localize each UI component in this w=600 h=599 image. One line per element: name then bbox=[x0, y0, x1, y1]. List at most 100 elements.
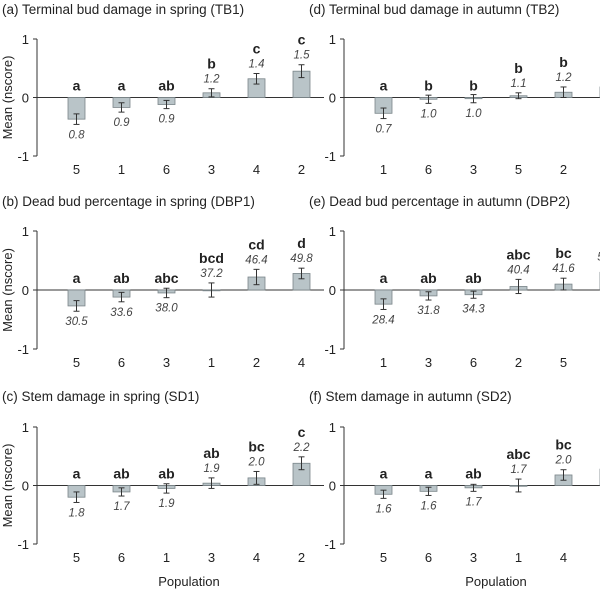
significance-letter: ab bbox=[465, 466, 481, 482]
raw-mean-label: 49.8 bbox=[290, 253, 313, 265]
significance-letter: a bbox=[425, 466, 433, 482]
x-tick-label: 6 bbox=[425, 162, 432, 177]
significance-letter: bc bbox=[248, 438, 265, 454]
significance-letter: a bbox=[73, 466, 81, 482]
raw-mean-label: 0.9 bbox=[114, 117, 131, 129]
raw-mean-label: 1.6 bbox=[376, 503, 393, 515]
raw-mean-label: 1.5 bbox=[294, 50, 311, 62]
y-tick-label: 1 bbox=[329, 32, 336, 47]
raw-mean-label: 1.0 bbox=[466, 108, 483, 120]
x-tick-label: 3 bbox=[470, 162, 477, 177]
significance-letter: ab bbox=[158, 78, 174, 94]
x-tick-label: 1 bbox=[380, 355, 387, 370]
raw-mean-label: 1.7 bbox=[114, 501, 131, 513]
y-tick-label: 0 bbox=[329, 479, 336, 494]
x-tick-label: 6 bbox=[163, 162, 170, 177]
y-tick-label: -1 bbox=[17, 342, 29, 357]
significance-letter: ab bbox=[158, 466, 174, 482]
y-tick-label: 0 bbox=[22, 283, 29, 298]
raw-mean-label: 1.9 bbox=[159, 498, 176, 510]
significance-letter: abc bbox=[154, 270, 178, 286]
significance-letter: ab bbox=[113, 270, 129, 286]
x-tick-label: 4 bbox=[560, 550, 567, 565]
y-tick-label: 0 bbox=[22, 479, 29, 494]
significance-letter: c bbox=[298, 32, 306, 48]
raw-mean-label: 31.8 bbox=[417, 305, 440, 317]
x-tick-label: 3 bbox=[470, 550, 477, 565]
y-tick-label: 1 bbox=[22, 224, 29, 239]
x-axis-label: Population bbox=[158, 574, 219, 589]
x-tick-label: 2 bbox=[298, 162, 305, 177]
significance-letter: ab bbox=[203, 445, 219, 461]
raw-mean-label: 1.1 bbox=[511, 78, 527, 90]
y-tick-label: -1 bbox=[324, 342, 336, 357]
x-tick-label: 6 bbox=[118, 550, 125, 565]
significance-letter: bc bbox=[555, 437, 572, 453]
x-tick-label: 5 bbox=[380, 550, 387, 565]
y-axis-label: Mean (nscore) bbox=[0, 444, 15, 528]
x-tick-label: 6 bbox=[425, 550, 432, 565]
panel-title: (c) Stem damage in spring (SD1) bbox=[2, 389, 199, 404]
significance-letter: abc bbox=[506, 446, 530, 462]
x-tick-label: 4 bbox=[253, 162, 260, 177]
x-axis-label: Population bbox=[465, 574, 526, 589]
x-tick-label: 3 bbox=[425, 355, 432, 370]
significance-letter: a bbox=[380, 78, 388, 94]
panel-title: (a) Terminal bud damage in spring (TB1) bbox=[2, 2, 244, 17]
x-tick-label: 4 bbox=[253, 550, 260, 565]
raw-mean-label: 41.6 bbox=[552, 263, 575, 275]
raw-mean-label: 1.0 bbox=[421, 108, 438, 120]
raw-mean-label: 0.7 bbox=[376, 124, 393, 136]
x-tick-label: 1 bbox=[118, 162, 125, 177]
raw-mean-label: 37.2 bbox=[200, 268, 223, 280]
significance-letter: bcd bbox=[199, 250, 224, 266]
significance-letter: bc bbox=[555, 245, 572, 261]
significance-letter: a bbox=[380, 466, 388, 482]
significance-letter: a bbox=[380, 270, 388, 286]
x-tick-label: 2 bbox=[515, 355, 522, 370]
x-tick-label: 3 bbox=[163, 355, 170, 370]
raw-mean-label: 1.2 bbox=[204, 74, 221, 86]
x-tick-label: 1 bbox=[515, 550, 522, 565]
significance-letter: b bbox=[514, 60, 523, 76]
significance-letter: c bbox=[253, 41, 261, 57]
raw-mean-label: 1.7 bbox=[511, 464, 528, 476]
raw-mean-label: 1.8 bbox=[69, 507, 86, 519]
x-tick-label: 2 bbox=[298, 550, 305, 565]
y-tick-label: 1 bbox=[22, 420, 29, 435]
raw-mean-label: 0.9 bbox=[159, 114, 176, 126]
x-tick-label: 1 bbox=[163, 550, 170, 565]
y-tick-label: 0 bbox=[329, 91, 336, 106]
significance-letter: a bbox=[73, 270, 81, 286]
raw-mean-label: 1.9 bbox=[204, 463, 221, 475]
x-tick-label: 1 bbox=[380, 162, 387, 177]
raw-mean-label: 2.0 bbox=[555, 455, 573, 467]
y-tick-label: -1 bbox=[17, 149, 29, 164]
x-tick-label: 2 bbox=[253, 355, 260, 370]
significance-letter: ab bbox=[465, 270, 481, 286]
raw-mean-label: 33.6 bbox=[110, 307, 133, 319]
x-tick-label: 6 bbox=[118, 355, 125, 370]
raw-mean-label: 1.7 bbox=[466, 496, 483, 508]
y-tick-label: 1 bbox=[329, 224, 336, 239]
significance-letter: b bbox=[469, 78, 478, 94]
raw-mean-label: 2.0 bbox=[248, 456, 266, 468]
significance-letter: a bbox=[73, 78, 81, 94]
panel-title: (e) Dead bud percentage in autumn (DBP2) bbox=[309, 194, 570, 209]
significance-letter: d bbox=[297, 235, 306, 251]
panel-title: (d) Terminal bud damage in autumn (TB2) bbox=[309, 2, 559, 17]
x-tick-label: 2 bbox=[560, 162, 567, 177]
x-tick-label: 3 bbox=[208, 550, 215, 565]
raw-mean-label: 46.4 bbox=[245, 254, 267, 266]
y-axis-label: Mean (nscore) bbox=[0, 248, 15, 332]
y-tick-label: -1 bbox=[17, 537, 29, 552]
panel-title: (b) Dead bud percentage in spring (DBP1) bbox=[2, 194, 255, 209]
x-tick-label: 5 bbox=[515, 162, 522, 177]
significance-letter: cd bbox=[248, 236, 264, 252]
x-tick-label: 5 bbox=[73, 162, 80, 177]
significance-letter: ab bbox=[113, 466, 129, 482]
y-tick-label: 1 bbox=[329, 420, 336, 435]
significance-letter: b bbox=[559, 54, 568, 70]
